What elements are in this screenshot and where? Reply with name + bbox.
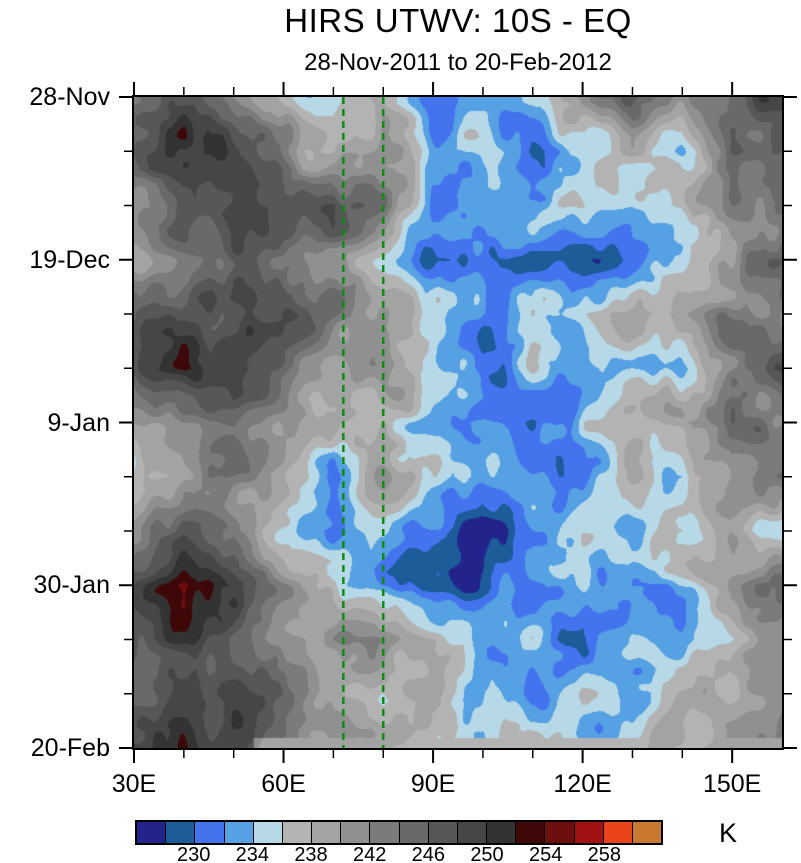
colorbar-cell [224,822,254,843]
colorbar-tick-label: 238 [294,844,328,863]
colorbar-cell [487,822,517,843]
x-tick-label: 60E [261,770,306,798]
colorbar-tick-label: 250 [470,844,504,863]
colorbar-tick-label: 234 [235,844,270,863]
colorbar-cell [341,822,371,843]
y-tick-label: 9-Jan [47,408,110,437]
colorbar-cell [253,822,283,843]
colorbar-cell [457,822,488,843]
colorbar-tick-label: 246 [411,844,446,863]
colorbar-cell [603,822,633,843]
colorbar-cell [428,822,458,843]
contour-field-canvas [134,97,782,748]
colorbar-cell [137,822,167,843]
colorbar-cell [574,822,604,843]
colorbar-cell [282,822,313,843]
page-title: HIRS UTWV: 10S - EQ [284,2,632,39]
x-tick-label: 30E [111,770,157,798]
colorbar-cell [632,822,662,843]
y-tick-label: 19-Dec [29,245,110,274]
y-tick-label: 30-Jan [33,571,110,600]
x-tick-label: 150E [702,770,762,798]
colorbar-tick-label: 254 [528,844,563,863]
colorbar-cell [399,822,429,843]
colorbar-tick-label: 230 [176,844,211,863]
colorbar [135,820,663,845]
y-tick-label: 28-Nov [29,83,110,111]
colorbar-cell [545,822,575,843]
y-tick-label: 20-Feb [30,734,110,762]
colorbar-cell [516,822,546,843]
colorbar-tick-label: 258 [587,844,622,863]
x-tick-label: 120E [553,770,612,798]
colorbar-cell [195,822,225,843]
colorbar-tick-label: 242 [352,844,387,863]
colorbar-cell [166,822,196,843]
date-range-subtitle: 28-Nov-2011 to 20-Feb-2012 [304,49,612,76]
colorbar-cell [370,822,400,843]
x-tick-label: 90E [410,770,456,798]
plot-frame [132,95,784,750]
colorbar-unit-label: K [718,818,737,848]
colorbar-cell [312,822,342,843]
